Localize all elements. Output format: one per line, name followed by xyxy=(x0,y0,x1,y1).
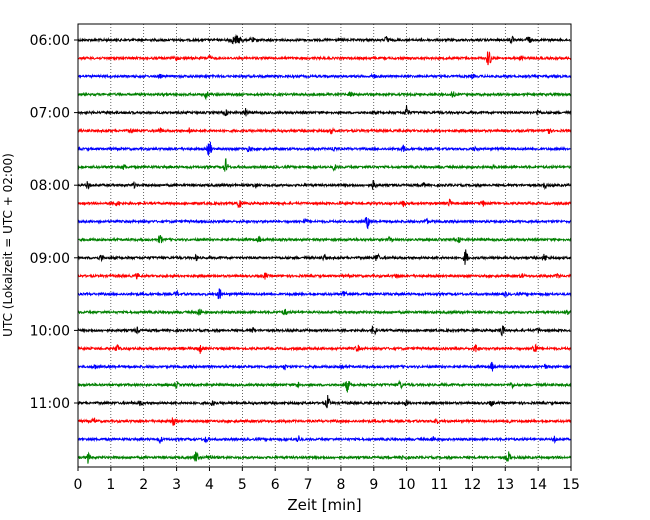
trace-1115 xyxy=(77,417,572,426)
y-tick-label-0900: 09:00 xyxy=(30,251,70,267)
plot-frame xyxy=(77,23,572,468)
x-tick-label-10: 10 xyxy=(398,477,416,493)
x-tick-label-12: 12 xyxy=(463,477,481,493)
seismic-traces xyxy=(77,33,572,464)
y-axis-label: UTC (Lokalzeit = UTC + 02:00) xyxy=(1,153,15,337)
trace-0915 xyxy=(77,272,572,280)
trace-0815 xyxy=(77,198,572,209)
x-tick-label-14: 14 xyxy=(529,477,547,493)
y-tick-label-1000: 10:00 xyxy=(30,323,70,339)
trace-1000 xyxy=(77,325,572,337)
trace-0830 xyxy=(77,217,572,230)
x-tick-label-3: 3 xyxy=(172,477,181,493)
trace-1145 xyxy=(77,451,572,464)
minute-gridlines xyxy=(110,24,539,467)
x-tick-label-1: 1 xyxy=(106,477,115,493)
trace-0600 xyxy=(77,33,572,45)
trace-1015 xyxy=(77,343,572,354)
trace-1045 xyxy=(77,379,572,393)
y-tick-label-0800: 08:00 xyxy=(30,178,70,194)
y-tick-label-1100: 11:00 xyxy=(30,396,70,412)
trace-0930 xyxy=(77,288,572,300)
x-tick-label-7: 7 xyxy=(304,477,313,493)
trace-0615 xyxy=(77,51,572,66)
trace-0630 xyxy=(77,72,572,80)
trace-0645 xyxy=(77,90,572,101)
x-tick-label-9: 9 xyxy=(369,477,378,493)
x-axis-label: Zeit [min] xyxy=(287,496,361,514)
trace-0945 xyxy=(77,308,572,316)
x-tick-label-13: 13 xyxy=(496,477,514,493)
trace-0800 xyxy=(77,180,572,190)
x-tick-label-8: 8 xyxy=(336,477,345,493)
trace-1030 xyxy=(77,361,572,372)
trace-0745 xyxy=(77,158,572,172)
trace-0700 xyxy=(77,105,572,117)
trace-1130 xyxy=(77,435,572,445)
x-tick-label-5: 5 xyxy=(238,477,247,493)
y-tick-label-0600: 06:00 xyxy=(30,33,70,49)
trace-0845 xyxy=(77,235,572,244)
trace-0900 xyxy=(77,249,572,265)
trace-1100 xyxy=(77,395,572,409)
y-tick-label-0700: 07:00 xyxy=(30,106,70,122)
x-tick-label-2: 2 xyxy=(139,477,148,493)
x-tick-label-4: 4 xyxy=(205,477,214,493)
x-tick-label-0: 0 xyxy=(74,477,83,493)
trace-0715 xyxy=(77,126,572,135)
trace-0730 xyxy=(77,141,572,156)
x-tick-label-11: 11 xyxy=(431,477,449,493)
y-axis-ticks: 06:00 07:00 08:00 09:00 10:00 11:00 xyxy=(30,33,78,412)
x-axis-ticks: 0 1 2 3 4 5 6 7 8 9 10 11 12 13 14 15 xyxy=(74,467,580,493)
x-tick-label-6: 6 xyxy=(271,477,280,493)
x-tick-label-15: 15 xyxy=(562,477,580,493)
